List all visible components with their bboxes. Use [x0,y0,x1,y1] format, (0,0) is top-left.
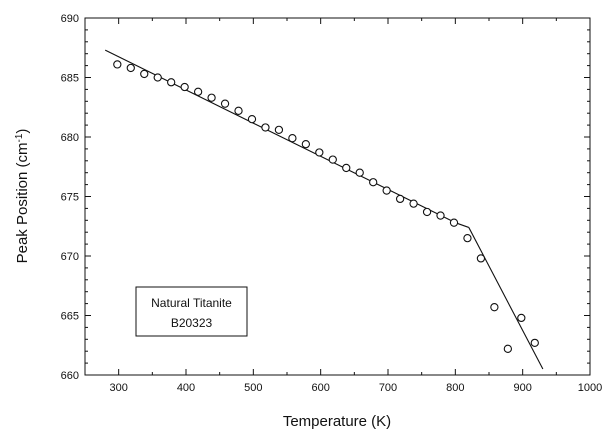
y-tick-labels: 660 665 670 675 680 685 690 [61,13,79,382]
x-tick-label: 400 [177,382,195,394]
data-point [409,199,418,208]
data-point [395,194,405,204]
x-tick-label: 900 [513,382,531,394]
y-tick-label: 670 [61,251,79,263]
data-point [288,134,297,143]
y-tick-label: 680 [61,132,79,144]
data-point [180,82,189,92]
data-point [490,303,499,312]
y-tick-label: 690 [61,13,79,25]
data-point [234,106,243,115]
x-tick-label: 300 [109,382,127,394]
data-point [436,211,445,220]
data-point [167,78,176,87]
data-point [220,99,230,108]
data-point [355,168,364,177]
data-point [315,148,324,157]
x-tick-label: 800 [446,382,464,394]
data-point [382,186,391,195]
y-tick-label: 665 [61,311,79,323]
x-axis-title: Temperature (K) [283,413,391,430]
data-point [274,125,284,135]
data-point [342,163,351,173]
data-point [463,233,472,243]
y-axis-title-main: Peak Position (cm [14,143,31,264]
y-tick-label: 660 [61,370,79,382]
data-point [126,63,135,73]
data-point [328,155,337,164]
data-point [530,338,539,348]
data-point [261,123,270,132]
legend-line-1: Natural Titanite [151,296,232,310]
x-tick-label: 600 [311,382,329,394]
data-point [476,254,486,263]
axis-ticks [84,17,591,376]
x-tick-label: 500 [244,382,262,394]
x-tick-label: 700 [379,382,397,394]
data-point [301,139,311,149]
legend-box [135,286,248,337]
data-point [449,218,459,227]
legend-line-2: B20323 [171,316,213,330]
x-tick-labels: 300 400 500 600 700 800 900 1000 [109,382,602,394]
legend: Natural Titanite B20323 [135,286,248,337]
y-axis-title-suffix: ) [14,129,31,134]
data-point [140,69,149,79]
data-point [503,344,513,353]
data-point [369,178,378,187]
data-point [153,73,162,82]
fit-line-segment [104,49,456,224]
x-tick-label: 1000 [578,382,602,394]
y-axis-title-sup: -1 [14,133,25,142]
data-point [517,313,526,323]
fit-line-segment [468,227,544,370]
y-axis-title: Peak Position (cm-1) [14,129,32,264]
data-point [247,115,257,124]
data-point [422,207,432,217]
data-point [193,87,203,96]
y-tick-label: 685 [61,73,79,85]
y-tick-label: 675 [61,192,79,204]
data-points [113,60,539,353]
data-point [113,60,122,69]
data-point [207,93,216,102]
